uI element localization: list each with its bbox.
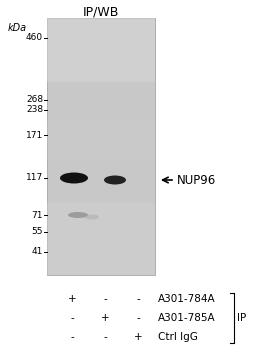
Text: +: +	[68, 294, 76, 304]
Text: IP: IP	[237, 313, 246, 323]
Text: -: -	[103, 332, 107, 342]
Text: +: +	[101, 313, 109, 323]
Text: NUP96: NUP96	[177, 173, 216, 186]
Bar	[47, 18, 155, 275]
Text: -: -	[103, 294, 107, 304]
Text: 41: 41	[32, 248, 43, 257]
Text: 117: 117	[26, 173, 43, 182]
Text: IP/WB: IP/WB	[83, 5, 119, 18]
Bar	[47, 121, 155, 159]
Text: 171: 171	[26, 130, 43, 139]
Ellipse shape	[104, 176, 126, 185]
Text: -: -	[70, 313, 74, 323]
Text: 71: 71	[31, 210, 43, 219]
Text: 460: 460	[26, 34, 43, 42]
Bar	[47, 18, 155, 82]
Text: A301-784A: A301-784A	[158, 294, 216, 304]
Text: -: -	[136, 294, 140, 304]
Text: Ctrl IgG: Ctrl IgG	[158, 332, 198, 342]
Text: -: -	[136, 313, 140, 323]
Text: A301-785A: A301-785A	[158, 313, 216, 323]
Text: +: +	[134, 332, 142, 342]
Bar	[47, 203, 155, 275]
Ellipse shape	[68, 212, 88, 218]
Ellipse shape	[85, 215, 99, 219]
Ellipse shape	[60, 173, 88, 184]
Text: -: -	[70, 332, 74, 342]
Text: 238: 238	[26, 105, 43, 114]
Text: kDa: kDa	[8, 23, 27, 33]
Text: 55: 55	[31, 227, 43, 236]
Text: 268: 268	[26, 96, 43, 105]
